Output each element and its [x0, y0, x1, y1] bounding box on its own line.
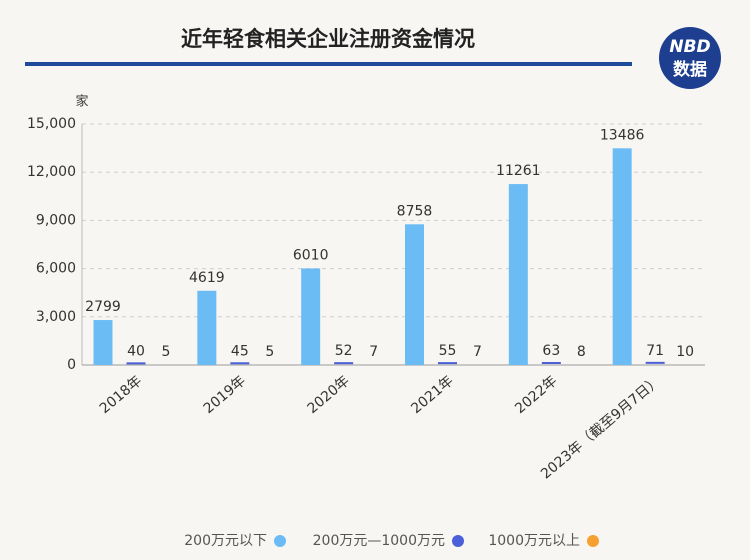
data-label: 7: [369, 344, 378, 360]
bar: [508, 184, 528, 365]
data-label: 63: [542, 343, 560, 359]
y-tick-label: 6,000: [36, 261, 76, 277]
bar: [645, 361, 665, 364]
y-tick-label: 15,000: [27, 116, 76, 132]
data-label: 52: [335, 343, 353, 359]
data-label: 40: [127, 343, 145, 359]
bar: [405, 224, 424, 365]
title-rule: [25, 62, 632, 66]
bar: [230, 362, 250, 365]
bar: [93, 320, 113, 365]
data-label: 8758: [397, 203, 433, 219]
bar: [301, 268, 321, 365]
legend-marker: [274, 535, 286, 547]
data-label: 4619: [189, 270, 225, 286]
legend-label: 1000万元以上: [488, 533, 580, 549]
data-label: 71: [646, 343, 664, 359]
y-unit: 家: [75, 94, 88, 110]
data-label: 5: [265, 344, 274, 360]
data-label: 8: [577, 344, 586, 360]
data-label: 7: [473, 344, 482, 360]
logo-name: NBD: [669, 37, 710, 57]
data-label: 55: [439, 343, 457, 359]
bar: [126, 362, 146, 365]
chart-title: 近年轻食相关企业注册资金情况: [181, 27, 475, 51]
y-tick-label: 9,000: [36, 212, 76, 228]
y-tick-label: 12,000: [27, 164, 76, 180]
bar: [541, 361, 561, 364]
logo-badge: [659, 27, 721, 89]
data-label: 2799: [85, 299, 121, 315]
bar: [334, 362, 354, 365]
legend-label: 200万元以下: [184, 533, 267, 549]
y-tick-label: 0: [67, 357, 76, 373]
legend-marker: [452, 535, 464, 547]
data-label: 13486: [600, 127, 645, 143]
data-label: 6010: [293, 247, 329, 263]
data-label: 5: [162, 344, 171, 360]
data-label: 10: [676, 344, 694, 360]
y-tick-label: 3,000: [36, 309, 76, 325]
bar: [438, 362, 457, 365]
legend-label: 200万元—1000万元: [313, 533, 445, 549]
bar: [612, 148, 632, 365]
data-label: 11261: [496, 163, 541, 179]
legend-marker: [587, 535, 599, 547]
bar: [197, 290, 217, 365]
logo-label: 数据: [673, 59, 707, 80]
data-label: 45: [231, 343, 249, 359]
